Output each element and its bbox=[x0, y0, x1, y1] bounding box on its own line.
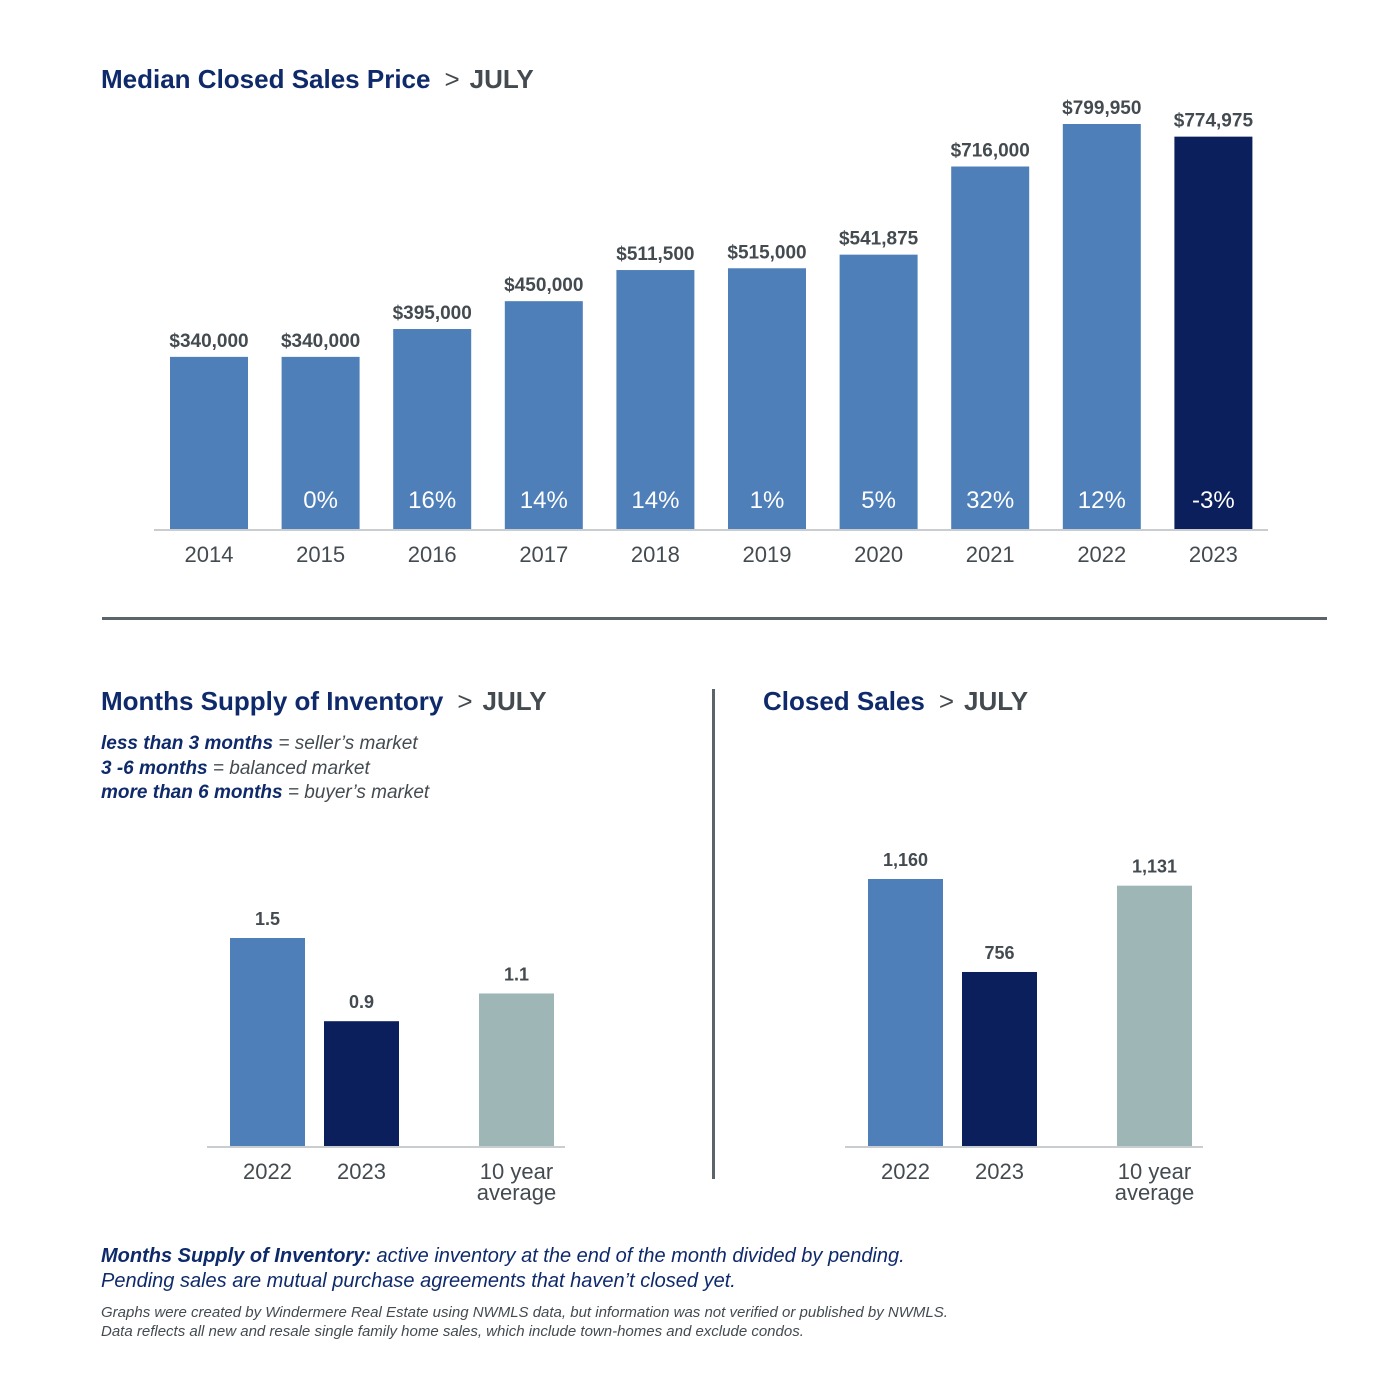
legend-item: less than 3 months = seller’s market bbox=[101, 732, 429, 757]
x-tick-label: 2014 bbox=[185, 542, 234, 567]
chart-title: Median Closed Sales Price bbox=[101, 64, 431, 94]
value-label: 1,160 bbox=[883, 850, 928, 870]
chart-title: Months Supply of Inventory bbox=[101, 686, 444, 716]
legend-meaning: = buyer’s market bbox=[282, 782, 430, 803]
x-tick-label: 2019 bbox=[743, 542, 792, 567]
x-tick-label: 10 year bbox=[1118, 1159, 1191, 1184]
x-tick-label: 2022 bbox=[243, 1159, 292, 1184]
bar bbox=[1174, 136, 1253, 529]
change-label: 5% bbox=[861, 487, 896, 514]
chart-title: Closed Sales bbox=[763, 686, 925, 716]
x-tick-label: 10 year bbox=[480, 1159, 553, 1184]
value-label: $450,000 bbox=[504, 275, 583, 296]
x-tick-label: 2015 bbox=[296, 542, 345, 567]
x-tick-label: 2018 bbox=[631, 542, 680, 567]
change-label: 14% bbox=[631, 487, 679, 514]
value-label: 1.5 bbox=[255, 909, 280, 929]
legend-meaning: = balanced market bbox=[207, 757, 370, 779]
section-divider-vertical bbox=[712, 689, 715, 1179]
closed-sales-title: Closed Sales > JULY bbox=[763, 686, 1028, 717]
legend-term: more than 6 months bbox=[101, 782, 283, 803]
value-label: $511,500 bbox=[616, 244, 694, 265]
value-label: $340,000 bbox=[281, 331, 360, 352]
value-label: $340,000 bbox=[169, 331, 248, 352]
x-tick-label: 2023 bbox=[1189, 542, 1238, 567]
legend-meaning: = seller’s market bbox=[273, 733, 418, 754]
bar bbox=[1117, 885, 1192, 1146]
legend-item: more than 6 months = buyer’s market bbox=[101, 781, 429, 806]
bar bbox=[170, 356, 248, 529]
value-label: 1,131 bbox=[1132, 857, 1177, 877]
title-separator: > bbox=[444, 64, 460, 94]
change-label: 0% bbox=[303, 487, 338, 514]
chart-subtitle: JULY bbox=[964, 686, 1029, 716]
definition-term: Months Supply of Inventory: bbox=[101, 1245, 371, 1267]
change-label: 12% bbox=[1078, 487, 1126, 514]
value-label: 0.9 bbox=[349, 992, 374, 1012]
bar bbox=[728, 268, 806, 529]
change-label: 16% bbox=[408, 487, 456, 514]
x-tick-label: 2017 bbox=[519, 542, 568, 567]
bar bbox=[281, 356, 360, 529]
bar bbox=[1062, 124, 1141, 529]
footnote-line: Data reflects all new and resale single … bbox=[101, 1323, 804, 1340]
bar bbox=[230, 938, 305, 1146]
bar bbox=[504, 301, 583, 529]
x-tick-label: average bbox=[477, 1180, 557, 1205]
value-label: 756 bbox=[984, 943, 1014, 963]
footnote: Graphs were created by Windermere Real E… bbox=[101, 1303, 948, 1341]
change-label: 14% bbox=[520, 487, 568, 514]
title-separator: > bbox=[457, 686, 473, 716]
bar bbox=[393, 329, 472, 529]
median-price-title: Median Closed Sales Price > JULY bbox=[101, 64, 534, 95]
x-tick-label: 2023 bbox=[975, 1159, 1024, 1184]
value-label: 1.1 bbox=[504, 964, 529, 984]
value-label: $515,000 bbox=[727, 242, 806, 263]
bar bbox=[616, 270, 695, 529]
x-tick-label: 2022 bbox=[1077, 542, 1126, 567]
definition-text: active inventory at the end of the month… bbox=[371, 1245, 905, 1267]
title-separator: > bbox=[938, 686, 955, 716]
legend-term: 3 -6 months bbox=[101, 757, 208, 779]
market-legend: less than 3 months = seller’s market 3 -… bbox=[101, 732, 429, 806]
change-label: -3% bbox=[1192, 487, 1235, 514]
value-label: $395,000 bbox=[393, 303, 472, 324]
section-divider-horizontal bbox=[102, 617, 1327, 620]
bar bbox=[479, 993, 554, 1146]
value-label: $774,975 bbox=[1174, 111, 1254, 132]
months-supply-title: Months Supply of Inventory > JULY bbox=[101, 686, 547, 717]
value-label: $799,950 bbox=[1062, 98, 1141, 119]
x-tick-label: 2020 bbox=[854, 542, 903, 567]
definition-line: Months Supply of Inventory: active inven… bbox=[101, 1244, 905, 1269]
footnote-line: Graphs were created by Windermere Real E… bbox=[101, 1304, 948, 1321]
bar bbox=[324, 1021, 399, 1146]
change-label: 1% bbox=[750, 487, 785, 514]
definition-note: Months Supply of Inventory: active inven… bbox=[101, 1244, 905, 1294]
x-tick-label: 2022 bbox=[881, 1159, 930, 1184]
definition-line: Pending sales are mutual purchase agreem… bbox=[101, 1270, 736, 1292]
legend-item: 3 -6 months = balanced market bbox=[101, 757, 429, 782]
x-tick-label: 2016 bbox=[408, 542, 457, 567]
x-tick-label: 2023 bbox=[337, 1159, 386, 1184]
change-label: 32% bbox=[966, 487, 1014, 514]
legend-term: less than 3 months bbox=[101, 733, 274, 754]
bar bbox=[962, 971, 1037, 1146]
bar bbox=[839, 254, 918, 529]
value-label: $716,000 bbox=[951, 141, 1030, 162]
bar bbox=[951, 166, 1030, 529]
chart-subtitle: JULY bbox=[469, 64, 534, 94]
bar bbox=[868, 879, 943, 1146]
value-label: $541,875 bbox=[839, 229, 919, 250]
x-tick-label: average bbox=[1115, 1180, 1195, 1205]
chart-subtitle: JULY bbox=[482, 686, 547, 716]
x-tick-label: 2021 bbox=[966, 542, 1015, 567]
